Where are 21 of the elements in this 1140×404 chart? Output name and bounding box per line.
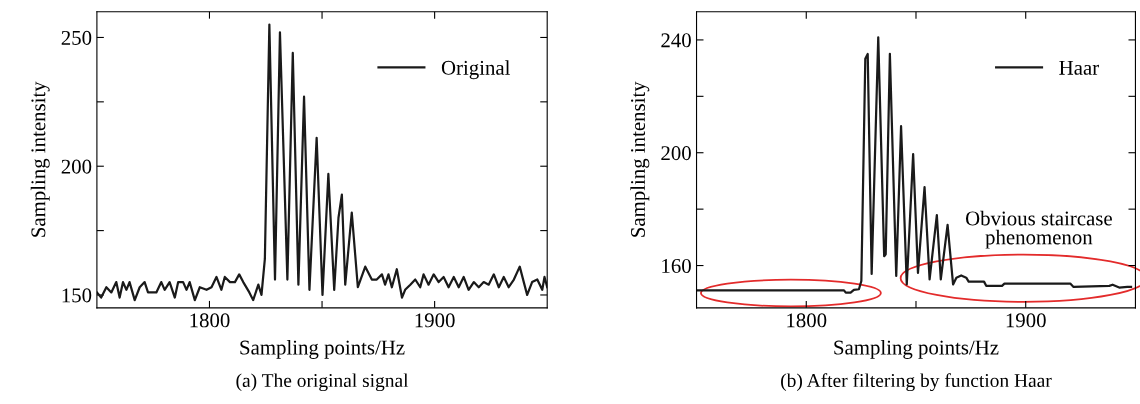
line-series — [696, 36, 1133, 294]
x-tick-label: 1800 — [787, 313, 827, 328]
legend-label: Original — [441, 60, 511, 80]
y-tick-label: 200 — [661, 146, 691, 161]
x-axis-title: Sampling points/Hz — [834, 339, 999, 359]
text: (b) After filtering by function Haar — [781, 373, 1052, 392]
x-tick-label: 1800 — [190, 313, 230, 328]
x-axis-title: Sampling points/Hz — [240, 339, 405, 359]
y-tick-label: 240 — [661, 33, 691, 48]
y-tick-label: 250 — [61, 30, 92, 45]
y-axis-title: Sampling intensity — [30, 81, 50, 237]
y-tick-label: 160 — [662, 258, 691, 273]
legend-label: Haar — [1059, 61, 1099, 75]
y-tick-label: 200 — [61, 159, 92, 174]
y-axis-title: Sampling intensity — [630, 81, 650, 237]
x-tick-label: 1900 — [1006, 313, 1046, 328]
y-tick-label: 150 — [62, 288, 92, 303]
x-tick-label: 1900 — [415, 313, 455, 328]
annotation: Obvious staircase phenomenon — [965, 210, 1112, 249]
line-series — [96, 23, 548, 302]
text: (a) The original signal — [236, 373, 409, 392]
